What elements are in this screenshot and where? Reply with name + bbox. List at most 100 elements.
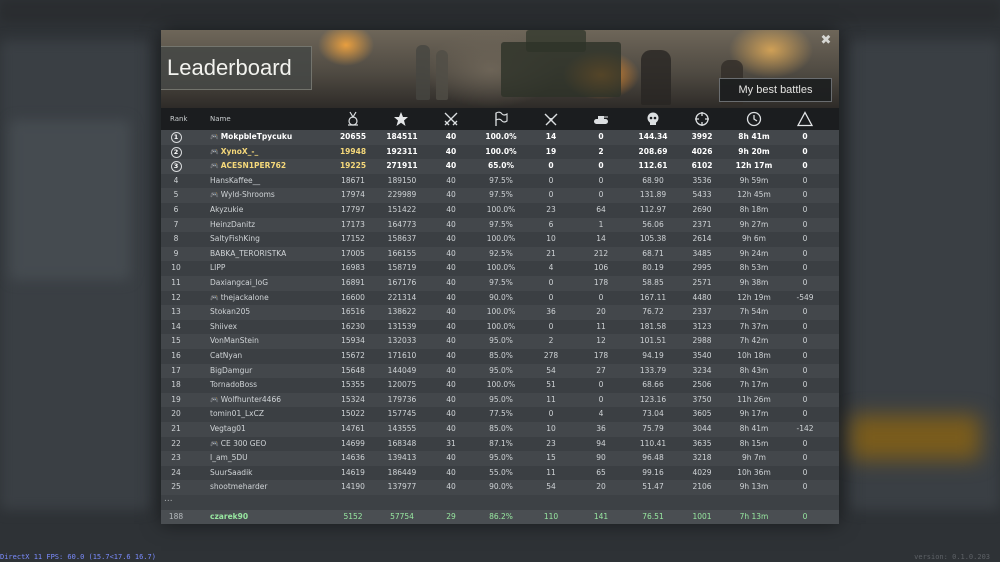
flag-icon[interactable] xyxy=(493,111,509,127)
cell-time: 9h 38m xyxy=(739,278,769,287)
cell-score: 18671 xyxy=(341,175,365,185)
cell-kills: 0 xyxy=(548,292,554,302)
cell-score: 17152 xyxy=(341,234,365,244)
cell-battles: 31 xyxy=(446,438,456,448)
table-row[interactable]: 20 tomin01_LxCZ 15022 157745 40 77.5% 0 4 73.04 3… xyxy=(161,407,839,422)
table-row[interactable]: 1 🎮 MokpbleTpycuku 20655 184511 40 100.0% 14 0 14… xyxy=(161,130,839,145)
cell-name: BABKA_TERORISTKA xyxy=(210,247,340,262)
version-label: version: 0.1.0.203 xyxy=(914,553,990,561)
cell-time: 8h 18m xyxy=(739,205,769,214)
table-row[interactable]: 4 HansKaffee__ 18671 189150 40 97.5% 0 0 68.90 35… xyxy=(161,173,839,189)
table-row[interactable]: 24 SuurSaadik 14619 186449 40 55.0% 11 65 99.16 4… xyxy=(161,465,839,481)
window-title-box: Leaderboard xyxy=(161,46,312,90)
cell-rank: 14 xyxy=(171,321,181,331)
table-row[interactable]: 9 BABKA_TERORISTKA 17005 166155 40 92.5% 21 212… xyxy=(161,246,839,262)
table-row[interactable]: 13 Stokan205 16516 138622 40 100.0% 36 20 76.72 2… xyxy=(161,305,839,320)
window-title: Leaderboard xyxy=(167,55,292,80)
table-row[interactable]: 21 Vegtag01 14761 143555 40 85.0% 10 36 75.79 304… xyxy=(161,422,839,437)
cell-delta: 0 xyxy=(802,278,808,287)
table-row[interactable]: 3 🎮 ACESN1PER762 19225 271911 40 65.0% 0 0 112.61… xyxy=(161,159,839,174)
cell-accuracy: 6102 xyxy=(691,161,713,171)
cell-exp: 157745 xyxy=(387,409,417,419)
cell-rank: 8 xyxy=(173,234,179,244)
cell-accuracy: 3605 xyxy=(692,409,712,419)
cell-battles: 40 xyxy=(446,380,456,390)
cell-battles: 40 xyxy=(446,307,456,317)
table-row[interactable]: 14 Shiivex 16230 131539 40 100.0% 0 11 181.58 312… xyxy=(161,319,839,335)
player-name: HansKaffee__ xyxy=(210,175,261,185)
table-row[interactable]: 7 HeinzDanitz 17173 164773 40 97.5% 6 1 56.06 237… xyxy=(161,217,839,233)
close-button[interactable]: ✖ xyxy=(818,33,834,49)
cell-accuracy: 2506 xyxy=(692,380,712,390)
crossed-swords-icon[interactable] xyxy=(443,111,459,127)
cell-kills: 10 xyxy=(546,234,556,244)
table-row[interactable]: 8 SaltyFishKing 17152 158637 40 100.0% 10 14 105… xyxy=(161,232,839,247)
my-rank-row[interactable]: 188 czarek90 5152 57754 29 86.2% 110 141… xyxy=(161,510,839,524)
table-row[interactable]: 10 LIPP 16983 158719 40 100.0% 4 106 80.19 2995 8h… xyxy=(161,261,839,276)
cell-time: 8h 43m xyxy=(739,365,769,375)
cell-name: 🎮 ACESN1PER762 xyxy=(210,159,340,174)
crosshair-icon[interactable] xyxy=(694,111,710,127)
table-row[interactable]: 6 Akyzukie 17797 151422 40 100.0% 23 64 112.97 26… xyxy=(161,203,839,218)
cell-name: Akyzukie xyxy=(210,203,340,218)
close-icon: ✖ xyxy=(820,33,832,48)
cell-kills: 15 xyxy=(546,453,556,463)
table-row[interactable]: 5 🎮 Wyld-Shrooms 17974 229989 40 97.5% 0 0 131.89… xyxy=(161,188,839,203)
cell-exp: 186449 xyxy=(387,467,417,477)
cell-accuracy: 3992 xyxy=(691,132,713,141)
column-header-rank[interactable]: Rank xyxy=(170,115,188,123)
cell-avg: 80.19 xyxy=(642,263,664,273)
table-row[interactable]: 15 VonManStein 15934 132033 40 95.0% 2 12 101.51… xyxy=(161,334,839,349)
table-row[interactable]: 16 CatNyan 15672 171610 40 85.0% 278 178 94.19 35… xyxy=(161,349,839,364)
column-header-name[interactable]: Name xyxy=(210,115,231,123)
cell-kills: 23 xyxy=(546,438,556,448)
cell-name: tomin01_LxCZ xyxy=(210,407,340,422)
cell-delta: 0 xyxy=(802,190,808,200)
cell-avg: 112.97 xyxy=(639,205,667,214)
leaderboard-window: Leaderboard ✖ My best battles Rank Name xyxy=(161,30,839,524)
cell-rank: 4 xyxy=(173,175,179,185)
player-name: shootmeharder xyxy=(210,482,268,492)
star-icon[interactable] xyxy=(393,111,409,127)
cell-kills: 110 xyxy=(543,512,559,521)
table-row[interactable]: 2 🎮 XynoX_-_ 19948 192311 40 100.0% 19 2 208.69 40… xyxy=(161,144,839,160)
cell-kills: 2 xyxy=(548,336,554,346)
table-row[interactable]: 18 TornadoBoss 15355 120075 40 100.0% 51 0 68.66… xyxy=(161,378,839,393)
cell-delta: 0 xyxy=(802,438,808,448)
table-row[interactable]: 25 shootmeharder 14190 137977 40 90.0% 54 20 51.… xyxy=(161,480,839,495)
crossed-rifles-icon[interactable] xyxy=(543,111,559,127)
cell-kills: 0 xyxy=(548,321,554,331)
cell-name: VonManStein xyxy=(210,334,340,349)
cell-exp: 221314 xyxy=(387,292,417,302)
cell-win-rate: 100.0% xyxy=(486,205,516,214)
triangle-icon[interactable] xyxy=(797,111,813,127)
table-row[interactable]: 12 🎮 thejackalone 16600 221314 40 90.0% 0 0 167.1… xyxy=(161,290,839,306)
cell-accuracy: 3123 xyxy=(692,321,712,331)
table-row[interactable]: 23 I_am_5DU 14636 139413 40 95.0% 15 90 96.48 321… xyxy=(161,451,839,466)
cell-battles: 40 xyxy=(446,175,456,185)
cell-name: SuurSaadik xyxy=(210,466,340,481)
cell-rank: 16 xyxy=(171,351,181,360)
cell-score: 15648 xyxy=(341,365,365,375)
tank-icon[interactable] xyxy=(593,111,609,127)
cell-kills: 0 xyxy=(548,161,554,171)
table-row[interactable]: 17 BigDamgur 15648 144049 40 95.0% 54 27 133.79 3… xyxy=(161,363,839,379)
table-row[interactable]: 11 Daxiangcai_loG 16891 167176 40 97.5% 0 178 58… xyxy=(161,276,839,291)
skull-icon[interactable] xyxy=(645,111,661,127)
cell-kills: 14 xyxy=(545,132,557,141)
cell-name: TornadoBoss xyxy=(210,378,340,393)
cell-name: 🎮 Wolfhunter4466 xyxy=(210,393,340,408)
clock-icon[interactable] xyxy=(746,111,762,127)
cell-score: 19948 xyxy=(339,146,367,156)
cell-delta: -142 xyxy=(796,424,814,433)
cell-time: 10h 36m xyxy=(737,467,771,477)
table-row[interactable]: 22 🎮 CE 300 GEO 14699 168348 31 87.1% 23 94 110.4… xyxy=(161,436,839,452)
my-best-battles-button[interactable]: My best battles xyxy=(719,78,832,102)
cell-exp: 138622 xyxy=(387,307,417,317)
fps-counter: DirectX 11 FPS: 60.0 (15.7<17.6 16.7) xyxy=(0,553,156,561)
table-ellipsis: ... xyxy=(164,494,173,504)
cell-avg: 68.90 xyxy=(642,175,664,185)
table-row[interactable]: 19 🎮 Wolfhunter4466 15324 179736 40 95.0% 11 0 12… xyxy=(161,392,839,408)
cell-time: 8h 15m xyxy=(739,438,769,448)
medal-icon[interactable] xyxy=(345,111,361,127)
